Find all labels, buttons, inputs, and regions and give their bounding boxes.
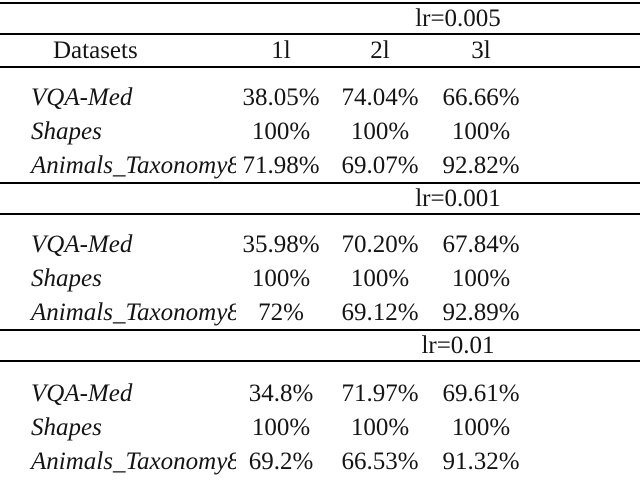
lr-header: lr=0.01 [236,330,640,362]
row-right-gap [528,296,640,331]
table-row: Shapes 100% 100% 100% [0,262,640,296]
lr-band-left-gap [0,330,236,362]
accuracy-value: 100% [251,414,311,441]
accuracy-value: 74.04% [341,84,419,111]
row-right-gap [528,149,640,184]
accuracy-value: 34.8% [248,380,314,407]
accuracy-value: 100% [350,118,410,145]
dataset-name: VQA-Med [31,231,133,258]
accuracy-value: 100% [451,414,511,441]
lr-band-left-gap [0,3,236,35]
accuracy-value: 69.61% [442,380,520,407]
table-row: Animals_Taxonomy8 72% 69.12% 92.89% [0,296,640,331]
accuracy-value: 38.05% [242,84,320,111]
header-right-gap [528,34,640,68]
learning-rate-results-table: lr=0.005 Datasets 1l 2l 3l VQA-Med 38.05… [0,2,640,479]
dataset-name: Animals_Taxonomy8 [0,149,236,184]
accuracy-value: 66.66% [442,84,520,111]
row-right-gap [528,228,640,262]
accuracy-value: 100% [350,265,410,292]
accuracy-value: 72% [236,296,326,331]
accuracy-value: 100% [251,265,311,292]
dataset-name: Shapes [31,265,102,292]
accuracy-value: 92.89% [434,296,528,331]
column-header-1l: 1l [236,34,326,68]
table-row: Shapes 100% 100% 100% [0,411,640,445]
section-spacer [0,361,640,377]
dataset-name: VQA-Med [31,84,133,111]
row-right-gap [528,445,640,479]
row-right-gap [528,115,640,149]
lr-band-row: lr=0.01 [0,330,640,362]
column-header-3l: 3l [434,34,528,68]
accuracy-value: 69.2% [248,448,314,475]
accuracy-value: 71.97% [341,380,419,407]
lr-band-left-gap [0,183,236,215]
dataset-name: Shapes [31,414,102,441]
accuracy-value: 100% [451,265,511,292]
table-row: VQA-Med 38.05% 74.04% 66.66% [0,81,640,115]
accuracy-value: 70.20% [341,231,419,258]
accuracy-value: 35.98% [242,231,320,258]
section-spacer [0,214,640,228]
accuracy-value: 69.07% [326,149,434,184]
row-right-gap [528,377,640,411]
accuracy-value: 69.12% [326,296,434,331]
accuracy-value: 100% [251,118,311,145]
column-header-2l: 2l [326,34,434,68]
dataset-name: Animals_Taxonomy8 [31,448,236,475]
accuracy-value: 92.82% [434,149,528,184]
accuracy-value: 100% [350,414,410,441]
accuracy-value: 66.53% [341,448,419,475]
table-row: Shapes 100% 100% 100% [0,115,640,149]
table-row: Animals_Taxonomy8 69.2% 66.53% 91.32% [0,445,640,479]
dataset-name: Animals_Taxonomy8 [0,296,236,331]
dataset-name: Shapes [31,118,102,145]
table-row: Animals_Taxonomy8 71.98% 69.07% 92.82% [0,149,640,184]
row-right-gap [528,81,640,115]
lr-band-row: lr=0.005 [0,3,640,35]
accuracy-value: 100% [451,118,511,145]
section-spacer [0,67,640,81]
table-row: VQA-Med 35.98% 70.20% 67.84% [0,228,640,262]
lr-header: lr=0.005 [236,3,640,35]
accuracy-value: 67.84% [442,231,520,258]
dataset-name: VQA-Med [31,380,133,407]
accuracy-value: 91.32% [442,448,520,475]
row-right-gap [528,262,640,296]
datasets-column-header: Datasets [0,34,236,68]
lr-header: lr=0.001 [236,183,640,215]
lr-band-row: lr=0.001 [0,183,640,215]
row-right-gap [528,411,640,445]
column-header-row: Datasets 1l 2l 3l [0,34,640,68]
accuracy-value: 71.98% [236,149,326,184]
table-row: VQA-Med 34.8% 71.97% 69.61% [0,377,640,411]
